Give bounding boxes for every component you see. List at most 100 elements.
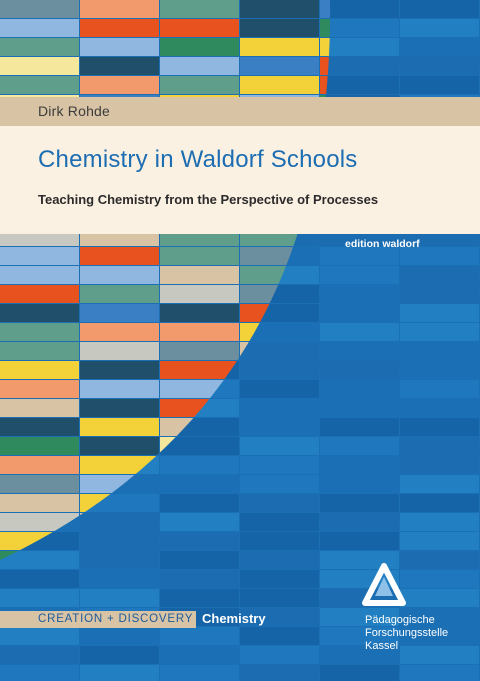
mosaic-tile-color [0, 380, 79, 398]
mosaic-tile-color [0, 361, 79, 379]
mosaic-tile-blue [240, 513, 319, 531]
mosaic-tile-blue [0, 589, 79, 607]
mosaic-tile-color [160, 38, 239, 56]
mosaic-tile-color [0, 437, 79, 455]
mosaic-tile-color [320, 57, 331, 75]
mosaic-tile-color [0, 76, 79, 94]
mosaic-tile-blue [320, 266, 399, 284]
mosaic-tile-blue [160, 665, 239, 681]
mosaic-tile-color [160, 342, 239, 360]
mosaic-tile-blue [400, 627, 479, 645]
mosaic-tile-blue [320, 532, 399, 550]
mosaic-tile-blue [320, 646, 399, 664]
mosaic-tile-blue [160, 513, 239, 531]
mosaic-tile-color [80, 57, 159, 75]
mosaic-tile-blue [240, 608, 319, 626]
publisher-line-3: Kassel [365, 640, 399, 652]
mosaic-tile-color [160, 19, 239, 37]
mosaic-tile-blue [160, 570, 239, 588]
mosaic-tile-color [160, 285, 239, 303]
mosaic-tile-blue [240, 323, 319, 341]
author-name: Dirk Rohde [38, 103, 111, 119]
mosaic-tile-color [240, 38, 319, 56]
mosaic-tile-color [80, 76, 159, 94]
mosaic-tile-blue [400, 380, 479, 398]
mosaic-tile-color [80, 285, 159, 303]
mosaic-tile-blue [320, 399, 399, 417]
mosaic-tile-blue [320, 513, 399, 531]
edition-label: edition waldorf [345, 238, 420, 250]
mosaic-tile-blue [80, 646, 159, 664]
mosaic-tile-blue [320, 627, 399, 645]
mosaic-tile-color [0, 304, 79, 322]
mosaic-tile-blue [400, 57, 479, 75]
mosaic-tile-color [160, 304, 239, 322]
mosaic-tile-blue [400, 665, 479, 681]
mosaic-tile-color [0, 38, 79, 56]
mosaic-tile-blue [320, 494, 399, 512]
mosaic-tile-blue [400, 646, 479, 664]
mosaic-tile-blue [320, 665, 399, 681]
mosaic-tile-color [0, 513, 79, 531]
mosaic-tile-color [240, 0, 319, 18]
mosaic-tile-color [0, 456, 79, 474]
mosaic-tile-blue [320, 608, 399, 626]
mosaic-tile-blue [240, 456, 319, 474]
mosaic-tile-color [160, 0, 239, 18]
mosaic-tile-color [240, 76, 319, 94]
mosaic-tile-blue [80, 665, 159, 681]
mosaic-tile-blue [0, 627, 79, 645]
mosaic-tile-blue [80, 513, 159, 531]
mosaic-tile-blue [240, 532, 319, 550]
mosaic-tile-color [80, 437, 159, 455]
mosaic-tile-blue [80, 627, 159, 645]
book-title: Chemistry in Waldorf Schools [38, 146, 358, 173]
mosaic-tile-blue [240, 665, 319, 681]
mosaic-tile-color [80, 342, 159, 360]
series-strip [0, 611, 196, 628]
mosaic-tile-blue [320, 551, 399, 569]
mosaic-tile-blue [400, 456, 479, 474]
publisher-name: Pädagogische Forschungsstelle Kassel [365, 614, 448, 653]
mosaic-tile-blue [160, 532, 239, 550]
mosaic-tile-blue [0, 646, 79, 664]
mosaic-tile-blue [320, 38, 399, 56]
mosaic-tile-blue [80, 551, 159, 569]
mosaic-tile-blue [240, 494, 319, 512]
mosaic-tile-color [160, 247, 239, 265]
mosaic-tile-color [0, 323, 79, 341]
series-subject: Chemistry [202, 611, 266, 626]
mosaic-tile-color [80, 323, 159, 341]
mosaic-tile-blue [400, 38, 479, 56]
mosaic-tile-blue [240, 418, 319, 436]
mosaic-tile-color [80, 38, 159, 56]
mosaic-tile-color [320, 0, 331, 18]
mosaic-tile-blue [240, 627, 319, 645]
mosaic-tile-blue [400, 342, 479, 360]
mosaic-tile-color [0, 19, 79, 37]
mosaic-tile-blue [320, 57, 399, 75]
mosaic-tile-blue [320, 76, 399, 94]
mosaic-tile-blue [400, 361, 479, 379]
mosaic-tile-color [80, 266, 159, 284]
publisher-line-1: Pädagogische [365, 614, 435, 626]
mosaic-tile-blue [240, 551, 319, 569]
mosaic-tile-blue [400, 513, 479, 531]
mosaic-tile-blue [400, 570, 479, 588]
mosaic-tile-blue [160, 475, 239, 493]
mosaic-tile-blue [400, 76, 479, 94]
mosaic-tile-blue [240, 399, 319, 417]
mosaic-tile-blue [400, 323, 479, 341]
mosaic-tile-color [0, 285, 79, 303]
mosaic-tile-blue [400, 399, 479, 417]
title-panel [0, 126, 480, 234]
mosaic-tile-blue [400, 532, 479, 550]
mosaic-tile-color [80, 19, 159, 37]
mosaic-tile-blue [400, 494, 479, 512]
mosaic-tile-blue [240, 437, 319, 455]
mosaic-tile-blue [400, 589, 479, 607]
mosaic-tile-blue [400, 608, 479, 626]
mosaic-tile-color [0, 342, 79, 360]
mosaic-tile-color [80, 361, 159, 379]
mosaic-tile-blue [320, 0, 399, 18]
